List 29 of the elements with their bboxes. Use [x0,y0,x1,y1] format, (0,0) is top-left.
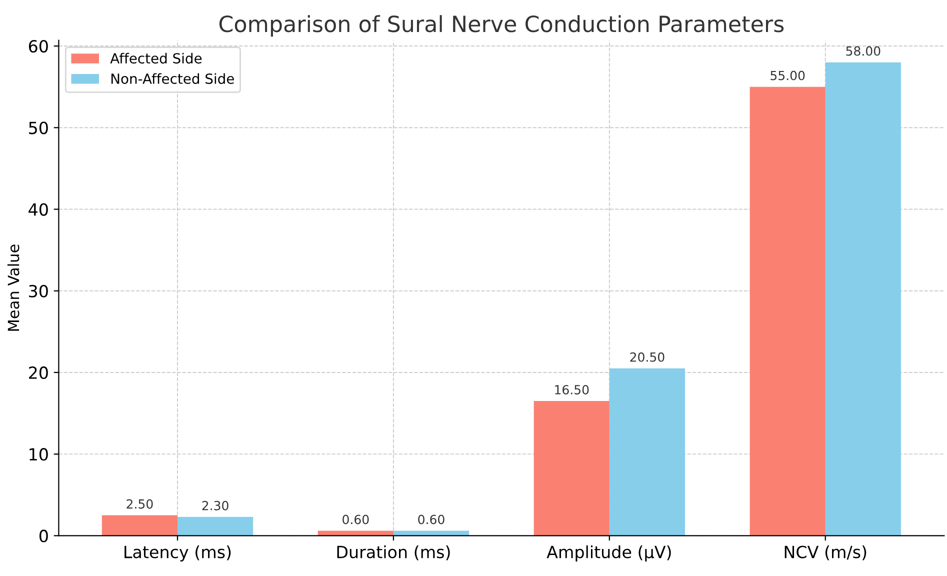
y-tick-label: 40 [28,203,48,216]
data-label: 55.00 [770,70,805,80]
legend-label: Non-Affected Side [111,73,234,84]
y-tick-label: 10 [30,448,48,461]
data-label: 16.50 [555,384,589,394]
data-label: 0.60 [418,514,444,524]
data-label: 20.50 [630,352,664,362]
y-tick-label: 30 [29,284,48,298]
y-tick-label: 60 [28,40,48,53]
bar [825,62,901,536]
data-label: 58.00 [846,46,880,56]
bar [609,368,686,536]
chart-title: Comparison of Sural Nerve Conduction Parameters [219,15,784,37]
data-label: 2.50 [126,499,153,509]
bar [534,401,610,536]
x-tick-label: Latency (ms) [124,545,231,562]
bar [177,516,254,536]
y-tick-label: 0 [39,530,48,542]
bar [750,86,826,536]
x-tick-label: Amplitude (μV) [546,545,671,562]
y-axis-title: Mean Value [7,244,20,331]
y-tick-label: 20 [29,366,48,380]
data-label: 0.60 [342,514,369,524]
legend-label: Affected Side [110,52,202,64]
data-label: 2.30 [202,500,228,510]
y-tick-label: 50 [29,122,48,134]
bar [102,515,178,536]
x-tick-label: Duration (ms) [337,545,450,560]
x-tick-label: NCV (m/s) [784,545,866,560]
